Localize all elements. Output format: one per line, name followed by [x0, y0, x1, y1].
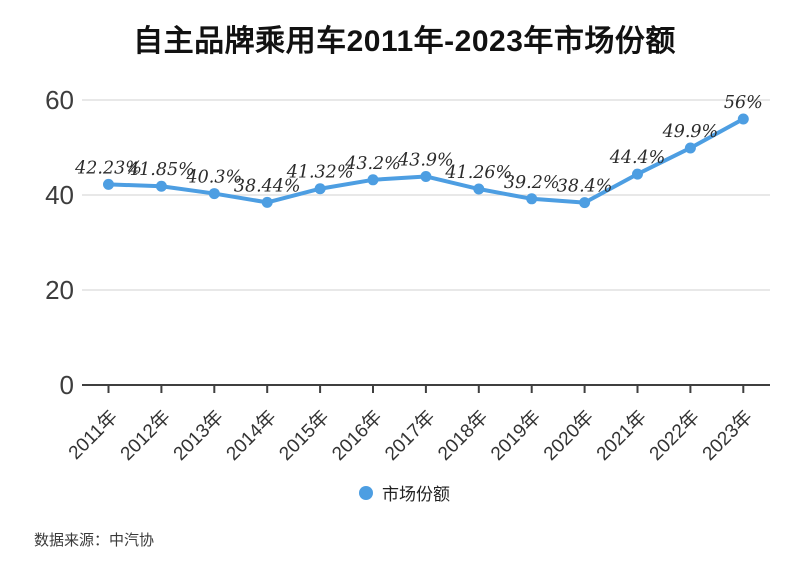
x-axis-tick-label: 2012年	[116, 406, 175, 465]
data-point-label: 39.2%	[504, 173, 560, 193]
data-point	[367, 174, 379, 186]
x-axis-tick-label: 2017年	[381, 406, 440, 465]
x-axis-tick-label: 2011年	[64, 406, 122, 464]
x-axis-tick-label: 2022年	[645, 406, 704, 465]
x-axis-tick-label: 2018年	[433, 406, 492, 465]
data-point-label: 49.9%	[662, 122, 719, 142]
data-point-label: 38.4%	[557, 177, 613, 197]
legend-series-label[interactable]: 市场份额	[382, 485, 450, 504]
x-axis-tick-label: 2023年	[698, 406, 757, 465]
x-axis-tick-label: 2015年	[275, 406, 334, 465]
data-point	[314, 183, 326, 195]
legend: 市场份额	[0, 480, 809, 505]
data-point-label: 38.44%	[234, 176, 301, 196]
x-axis-tick-label: 2021年	[592, 406, 651, 465]
data-point-label: 56%	[724, 93, 763, 113]
data-point	[208, 188, 220, 200]
data-point-label: 42.23%	[74, 158, 142, 178]
chart-title: 自主品牌乘用车2011年-2023年市场份额	[133, 25, 676, 58]
x-axis-tick-label: 2016年	[328, 406, 387, 465]
y-axis-tick-label: 20	[45, 275, 74, 305]
line-chart-plot-area: 02040602011年2012年2013年2014年2015年2016年201…	[45, 85, 770, 465]
data-point-label: 43.2%	[344, 154, 401, 174]
data-point	[155, 180, 167, 192]
y-axis-tick-label: 60	[45, 85, 74, 115]
data-point	[261, 196, 273, 208]
data-point	[737, 113, 749, 125]
data-point-label: 43.9%	[397, 150, 454, 170]
x-axis-tick-label: 2019年	[486, 406, 545, 465]
data-point-label: 41.32%	[286, 163, 354, 183]
data-point	[103, 178, 114, 190]
data-point	[473, 183, 485, 195]
data-point	[420, 170, 432, 182]
data-source-note: 数据来源：中汽协	[34, 532, 155, 549]
data-point-label: 41.85%	[127, 160, 195, 180]
x-axis-tick-label: 2020年	[539, 406, 598, 465]
data-point	[579, 197, 591, 209]
data-point-label: 41.26%	[444, 163, 512, 183]
y-axis-tick-label: 40	[45, 180, 74, 210]
x-axis-tick-label: 2013年	[169, 406, 228, 465]
data-point-label: 40.3%	[186, 168, 243, 188]
data-point	[526, 193, 538, 205]
legend-marker-circle-icon	[359, 485, 373, 500]
data-point	[632, 168, 643, 180]
data-point-label: 44.4%	[609, 148, 666, 168]
data-point	[684, 142, 696, 154]
y-axis-tick-label: 0	[60, 370, 74, 400]
x-axis-tick-label: 2014年	[222, 406, 281, 465]
